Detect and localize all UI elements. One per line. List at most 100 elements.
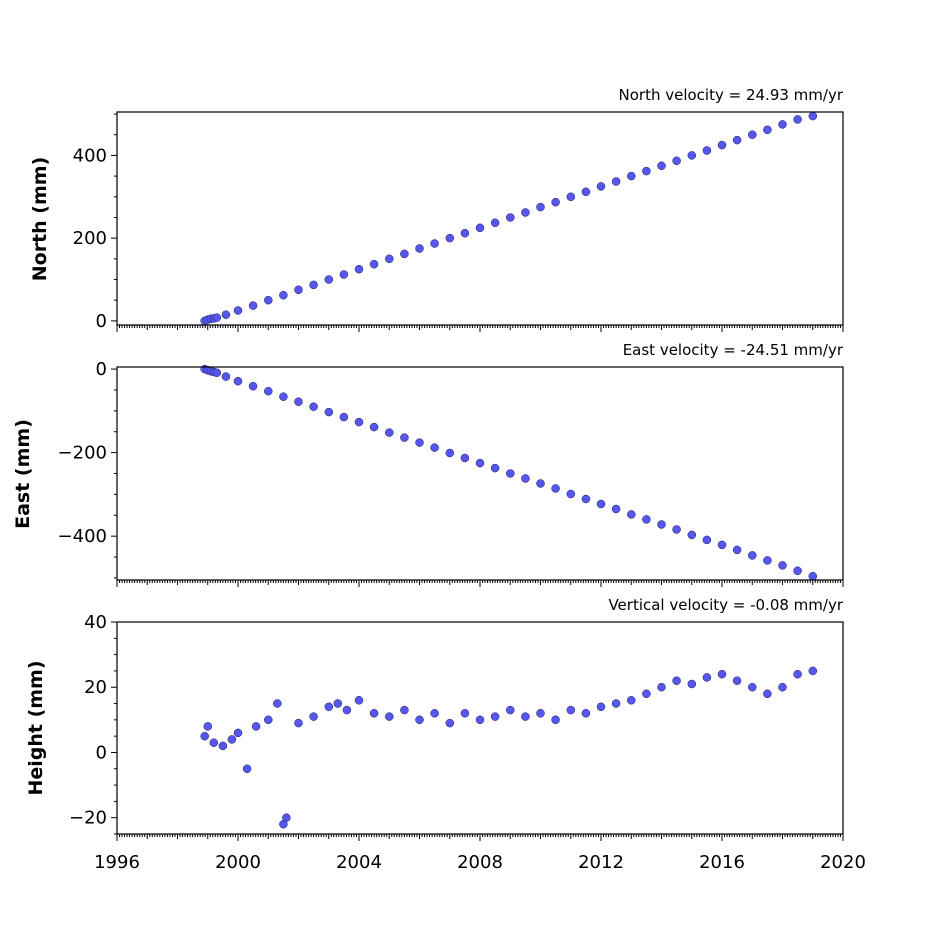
east-point [732,545,742,555]
north-point [324,275,334,284]
height-point [385,712,394,721]
east-point [264,386,273,396]
north-point [415,244,424,253]
height-point [273,699,282,708]
east-point [430,443,439,452]
east-point [279,392,288,401]
east-point [642,515,651,524]
east-point [248,381,258,391]
north-points [200,111,818,326]
height-point [627,696,636,705]
east-point [536,479,545,488]
height-y-tick-label: 20 [84,677,107,698]
height-point [203,722,213,731]
height-point [324,702,334,712]
height-point [763,689,772,699]
north-point [717,140,727,150]
east-point [657,520,666,529]
height-point [687,679,697,689]
north-point [385,254,394,264]
east-point [475,458,485,468]
east-point [763,556,772,565]
x-tick-label: 2004 [336,852,382,873]
height-point [702,673,712,682]
east-point [596,499,606,509]
height-point [445,718,455,728]
east-plot-frame [116,366,844,581]
east-point [506,469,515,478]
height-point [218,741,228,751]
east-points [200,364,818,581]
north-point [490,218,500,228]
north-y-tick-label: 200 [73,228,107,249]
north-point [732,135,742,145]
height-point [566,705,576,715]
north-point [339,270,349,279]
height-point [551,715,560,725]
north-point [445,233,455,243]
east-point [717,540,727,550]
height-point [251,722,261,731]
north-panel-title: North velocity = 24.93 mm/yr [619,86,844,104]
north-point [221,310,231,319]
north-point [369,259,379,269]
north-point [536,202,545,212]
height-point [475,715,485,725]
east-point [233,376,243,386]
height-point [732,676,742,685]
x-tick-labels: 1996 2000 2004 2008 2012 2016 2020 [94,852,866,873]
height-point [748,682,757,692]
east-point [672,525,681,534]
north-point [627,171,636,181]
height-y-tick-label: 40 [84,612,107,633]
height-point [536,709,545,718]
east-y-tick-label: 0 [96,359,107,380]
east-point [460,453,470,463]
height-point [294,718,303,728]
east-point [221,372,231,381]
east-point [748,551,757,560]
height-plot-frame [116,621,844,835]
height-point [342,705,352,715]
height-panel: Vertical velocity = -0.08 mm/yr Height (… [25,596,866,873]
height-y-ticks: 40 20 0 −20 [69,612,117,835]
north-point [657,161,666,171]
east-point [369,422,379,432]
height-point [354,696,364,705]
north-point [354,264,364,274]
height-point [808,666,818,676]
north-point [248,301,258,310]
north-point [763,125,772,135]
north-point [460,228,470,238]
height-point [490,712,500,721]
north-point [596,182,606,191]
x-tick-label: 2020 [820,852,866,873]
east-point [627,510,636,519]
north-x-ticks [116,325,844,332]
north-point [611,177,621,186]
height-point [460,709,470,718]
north-panel: North velocity = 24.93 mm/yr North (mm) … [29,86,844,332]
north-point [400,249,409,259]
east-point [324,407,334,417]
height-point [657,682,666,692]
height-point [264,715,273,725]
north-point [279,290,288,300]
north-point [793,115,802,124]
height-point [242,764,252,774]
east-point [793,566,802,576]
x-tick-label: 1996 [94,852,140,873]
north-point [551,197,560,207]
height-point [415,715,424,725]
height-y-tick-label: 0 [96,742,107,763]
height-point [200,731,209,741]
height-point [333,699,343,708]
east-point [309,402,318,411]
east-y-ticks: 0 −200 −400 [58,359,117,579]
east-point [566,489,576,499]
north-point [672,156,681,166]
north-point [702,146,712,155]
east-point [521,474,530,483]
x-tick-label: 2000 [215,852,261,873]
east-point [294,397,303,406]
